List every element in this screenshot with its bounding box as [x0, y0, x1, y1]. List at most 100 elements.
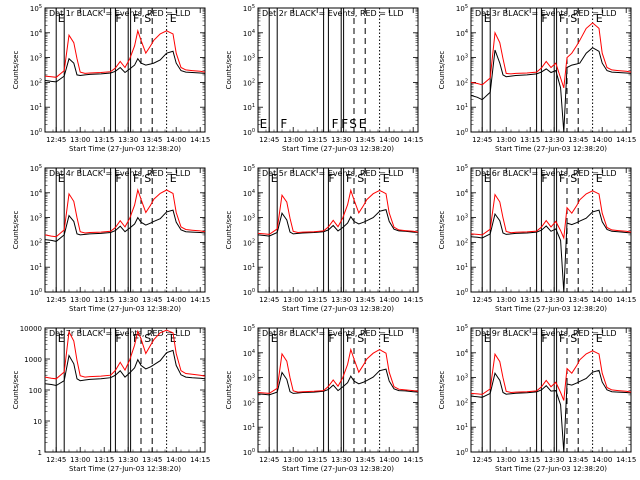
y-tick-label: 100: [243, 448, 255, 457]
marker-letter: S: [144, 12, 151, 25]
x-tick-label: 14:00: [166, 136, 186, 144]
y-tick-label: 100: [456, 128, 468, 137]
series-line-lld: [257, 347, 419, 394]
y-tick-exponent: 5: [252, 324, 255, 330]
x-tick-label: 13:45: [142, 456, 162, 464]
y-tick-label: 100: [456, 448, 468, 457]
y-tick-label: 101: [243, 263, 255, 272]
marker-letter: E: [58, 172, 65, 185]
marker-letter: E: [383, 332, 390, 345]
x-tick-label: 14:15: [403, 456, 423, 464]
chart-panel-7: Det 7r BLACK = Events, RED = LLD 1 10 100 10…: [12, 325, 210, 473]
y-axis-label: Counts/sec: [438, 211, 446, 250]
y-tick-exponent: 0: [252, 448, 255, 454]
y-tick-label: 104: [30, 189, 42, 198]
y-axis-label: Counts/sec: [12, 211, 20, 250]
series-line-events: [44, 209, 206, 242]
chart-title: Det 3r BLACK = Events, RED = LLD: [475, 9, 617, 18]
series-line-events: [44, 50, 206, 83]
series-line-events: [470, 47, 632, 133]
x-tick-label: 14:00: [166, 296, 186, 304]
x-tick-label: 14:15: [616, 296, 636, 304]
x-tick-label: 13:30: [544, 136, 564, 144]
y-tick-exponent: 3: [252, 374, 255, 380]
x-tick-label: 14:15: [616, 456, 636, 464]
y-tick-exponent: 2: [39, 78, 42, 84]
marker-letter: S: [570, 332, 577, 345]
marker-letter: E: [484, 332, 491, 345]
marker-letter: E: [58, 12, 65, 25]
y-tick-label: 102: [243, 238, 255, 247]
x-tick-label: 13:15: [520, 456, 540, 464]
x-axis-label: Start Time (27-Jun-03 12:38:20): [69, 305, 181, 313]
marker-letter: F: [115, 12, 121, 25]
x-axis-label: Start Time (27-Jun-03 12:38:20): [495, 465, 607, 473]
x-tick-label: 13:45: [142, 136, 162, 144]
y-tick-exponent: 3: [39, 214, 42, 220]
marker-letter: F: [559, 12, 565, 25]
x-tick-label: 13:00: [70, 296, 90, 304]
x-tick-label: 13:30: [331, 456, 351, 464]
x-tick-label: 12:45: [46, 456, 66, 464]
x-axis-label: Start Time (27-Jun-03 12:38:20): [282, 145, 394, 153]
y-tick-exponent: 5: [39, 4, 42, 10]
chart-panel-3: Det 3r BLACK = Events, RED = LLD10010110…: [438, 4, 636, 153]
y-tick-label: 1: [38, 449, 42, 457]
x-tick-label: 12:45: [472, 456, 492, 464]
marker-letter: E: [170, 332, 177, 345]
y-tick-exponent: 1: [252, 103, 255, 109]
marker-letter: F: [280, 117, 287, 131]
y-tick-label: 1000: [24, 356, 42, 364]
y-tick-exponent: 4: [252, 349, 255, 355]
marker-letter: S: [570, 172, 577, 185]
y-tick-label: 102: [456, 398, 468, 407]
chart-title: Det 2r BLACK = Events, RED = LLD: [262, 9, 404, 18]
chart-title: Det 4r BLACK = Events, RED = LLD: [49, 169, 191, 178]
y-tick-exponent: 3: [465, 214, 468, 220]
y-tick-exponent: 4: [252, 29, 255, 35]
y-tick-label: 100: [29, 387, 42, 395]
marker-letter: S: [357, 172, 364, 185]
x-tick-label: 14:00: [592, 136, 612, 144]
marker-letter: F: [346, 332, 352, 345]
y-tick-exponent: 0: [465, 288, 468, 294]
marker-letter: S: [357, 332, 364, 345]
series-line-events: [470, 369, 632, 453]
x-tick-label: 13:30: [331, 296, 351, 304]
marker-letter: S: [349, 117, 357, 131]
chart-panel-4: Det 4r BLACK = Events, RED = LLD 100 101 10…: [12, 164, 210, 313]
y-axis-label: Counts/sec: [225, 51, 233, 90]
chart-title: Det 9r BLACK = Events, RED = LLD: [475, 329, 617, 338]
x-tick-label: 13:00: [283, 136, 303, 144]
y-axis-label: Counts/sec: [12, 51, 20, 90]
y-tick-exponent: 5: [252, 4, 255, 10]
y-tick-label: 100: [30, 288, 42, 297]
y-tick-label: 105: [456, 164, 468, 173]
y-tick-exponent: 0: [39, 128, 42, 134]
x-axis-label: Start Time (27-Jun-03 12:38:20): [69, 145, 181, 153]
chart-panel-5: Det 5r BLACK = Events, RED = LLD10010110…: [225, 164, 423, 313]
y-axis-label: Counts/sec: [438, 371, 446, 410]
y-tick-exponent: 3: [252, 214, 255, 220]
marker-letter: F: [133, 172, 139, 185]
y-tick-exponent: 5: [465, 164, 468, 170]
y-tick-exponent: 5: [39, 164, 42, 170]
marker-letter: S: [570, 12, 577, 25]
x-tick-label: 14:00: [379, 136, 399, 144]
series-line-lld: [44, 188, 206, 238]
marker-letter: F: [559, 332, 565, 345]
marker-letter: E: [260, 117, 268, 131]
y-tick-label: 100: [30, 128, 42, 137]
marker-letter: F: [541, 172, 547, 185]
y-tick-label: 101: [30, 263, 42, 272]
y-tick-label: 102: [456, 238, 468, 247]
y-tick-exponent: 3: [252, 54, 255, 60]
x-tick-label: 14:15: [616, 136, 636, 144]
x-tick-label: 13:30: [118, 136, 138, 144]
x-axis-label: Start Time (27-Jun-03 12:38:20): [282, 305, 394, 313]
chart-title: Det 7r BLACK = Events, RED = LLD: [49, 329, 191, 338]
y-tick-exponent: 1: [39, 263, 42, 269]
y-tick-exponent: 2: [252, 398, 255, 404]
y-tick-exponent: 4: [252, 189, 255, 195]
y-tick-exponent: 4: [465, 349, 468, 355]
